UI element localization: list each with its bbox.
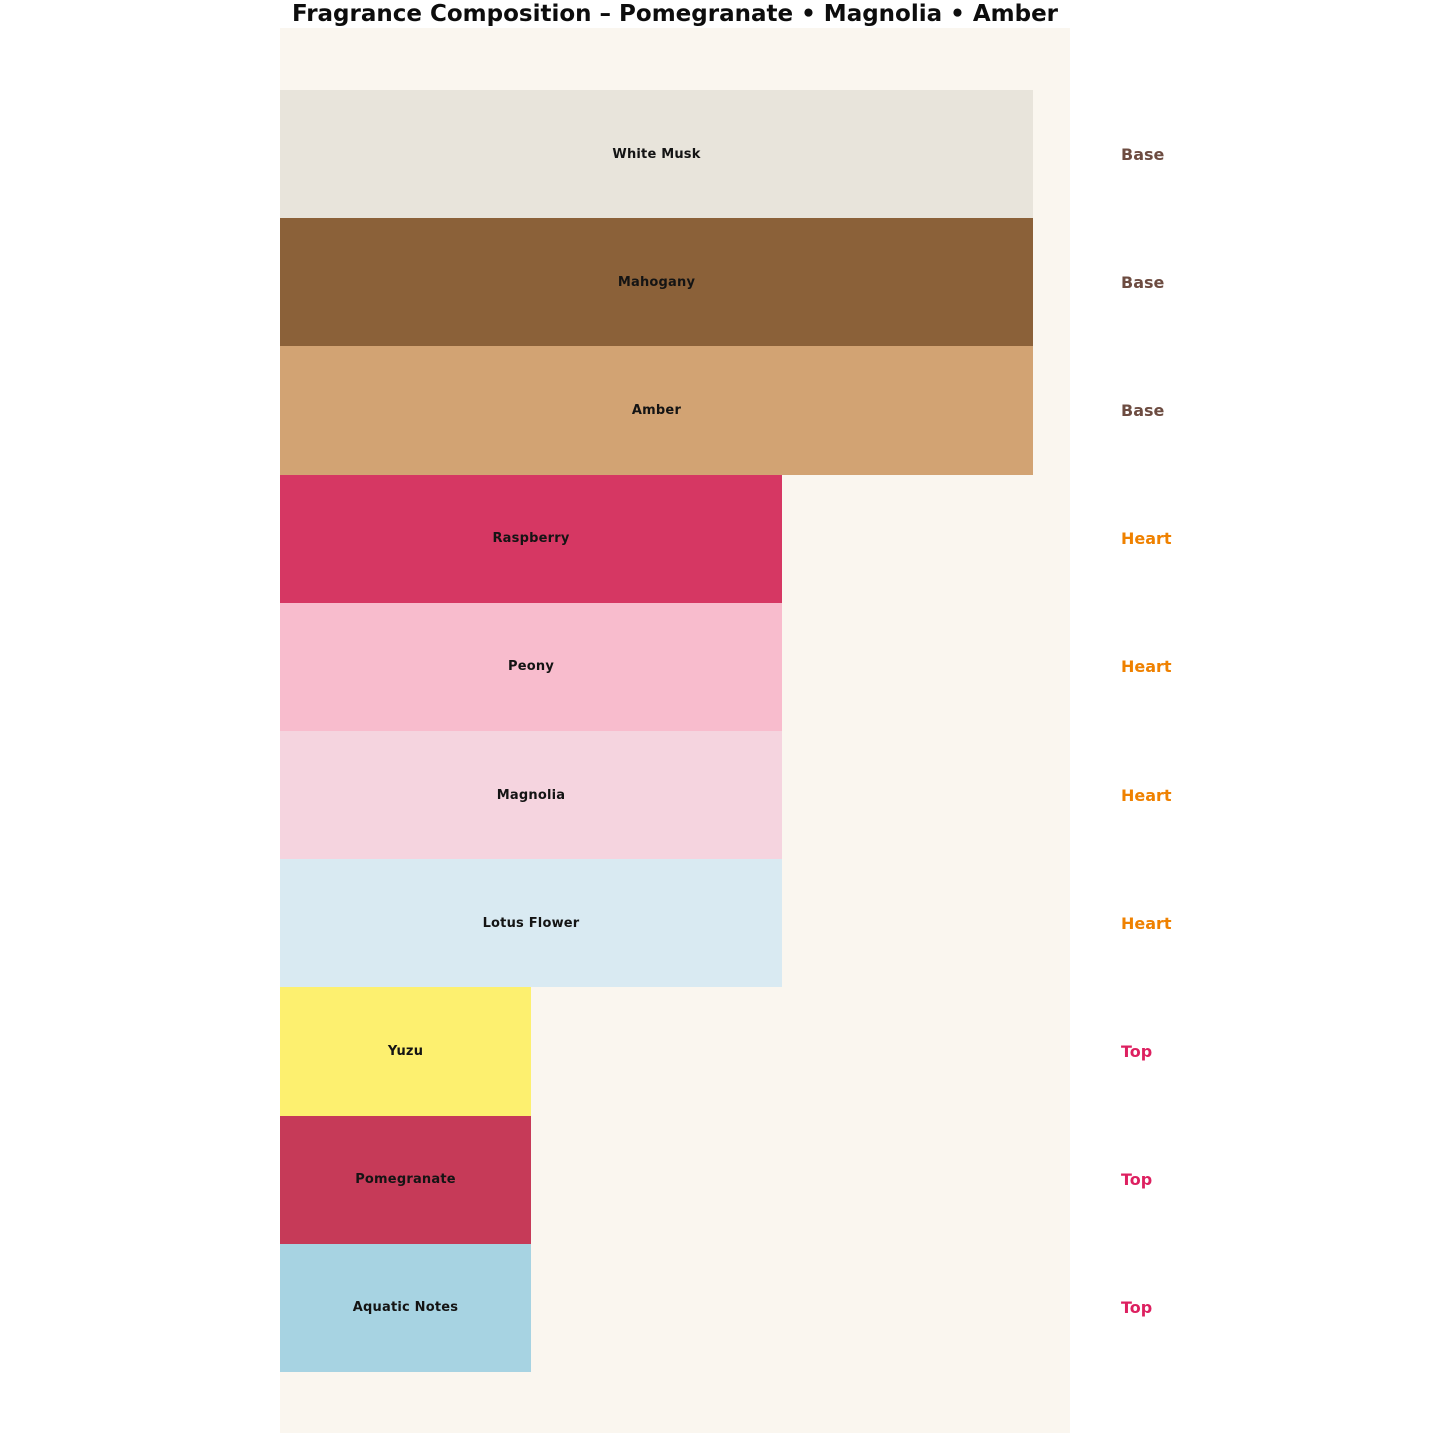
note-bar-aquatic-notes: Aquatic Notes xyxy=(280,1243,531,1372)
note-label: Lotus Flower xyxy=(482,915,580,931)
layer-label-base: Base xyxy=(1121,272,1165,292)
note-label: Mahogany xyxy=(617,274,696,290)
layer-label-heart: Heart xyxy=(1121,785,1172,805)
note-bar-yuzu: Yuzu xyxy=(280,987,531,1116)
note-label: Raspberry xyxy=(492,531,570,547)
note-label: Peony xyxy=(507,659,554,675)
layer-label-base: Base xyxy=(1121,144,1165,164)
note-label: Aquatic Notes xyxy=(352,1300,459,1316)
note-label: Amber xyxy=(631,402,682,418)
note-bar-raspberry: Raspberry xyxy=(280,474,782,603)
layer-label-heart: Heart xyxy=(1121,529,1172,549)
note-bar-pomegranate: Pomegranate xyxy=(280,1115,531,1244)
plot-area: White Musk Mahogany Amber Raspberry Peony Mag… xyxy=(280,28,1070,1433)
note-bar-amber: Amber xyxy=(280,346,1033,475)
note-bar-lotus-flower: Lotus Flower xyxy=(280,859,782,988)
note-label: White Musk xyxy=(612,146,701,162)
note-label: Magnolia xyxy=(496,787,566,803)
layer-label-top: Top xyxy=(1121,1041,1153,1061)
chart-title: Fragrance Composition – Pomegranate • Ma… xyxy=(291,1,1059,27)
layer-label-top: Top xyxy=(1121,1170,1153,1190)
layer-label-top: Top xyxy=(1121,1298,1153,1318)
layer-label-heart: Heart xyxy=(1121,913,1172,933)
note-bar-magnolia: Magnolia xyxy=(280,731,782,860)
layer-label-base: Base xyxy=(1121,400,1165,420)
note-label: Yuzu xyxy=(387,1043,424,1059)
note-bar-peony: Peony xyxy=(280,602,782,731)
note-bar-white-musk: White Musk xyxy=(280,90,1033,219)
layer-label-heart: Heart xyxy=(1121,657,1172,677)
note-label: Pomegranate xyxy=(355,1172,456,1188)
note-bar-mahogany: Mahogany xyxy=(280,218,1033,347)
